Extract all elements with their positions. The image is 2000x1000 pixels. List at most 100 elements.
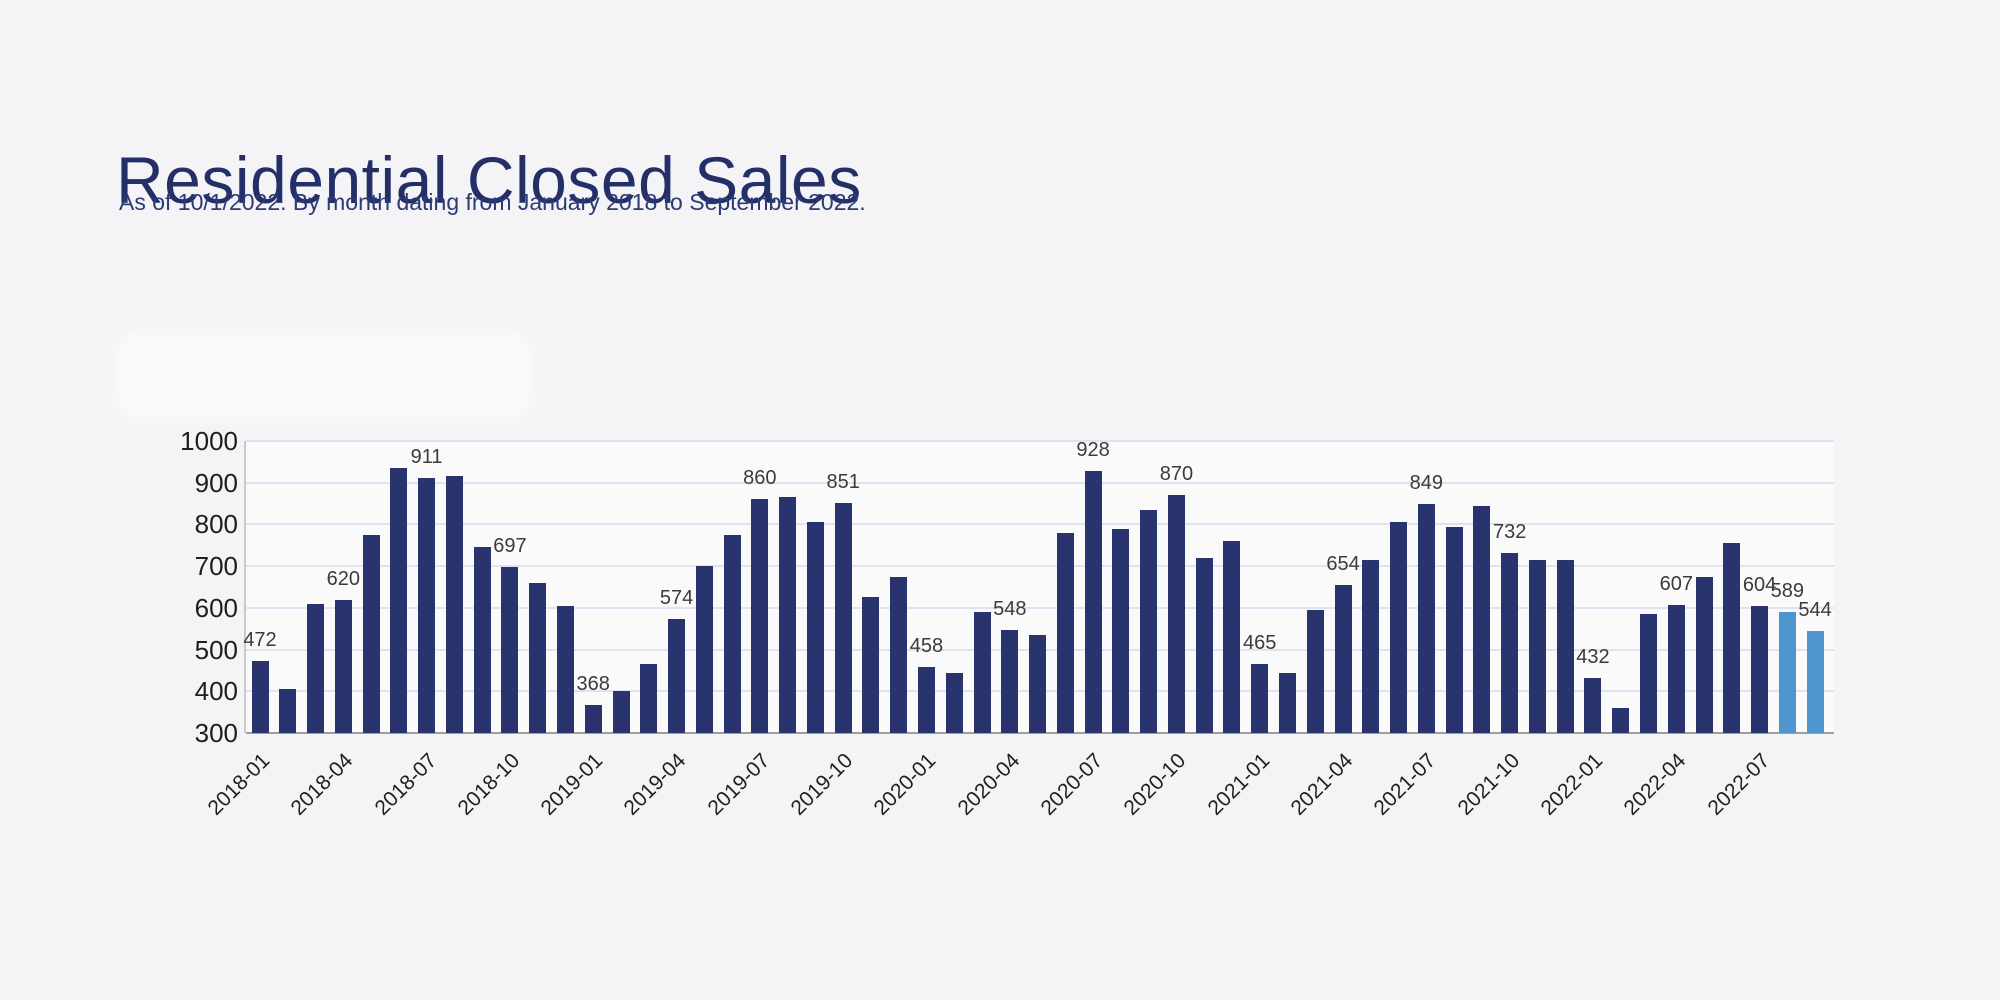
bar-2019-07[interactable]: [751, 499, 769, 733]
bar-2018-03[interactable]: [307, 603, 325, 733]
x-tick-2018-10: 2018-10: [453, 749, 525, 820]
bar-value-label-2020-01: 458: [909, 635, 944, 658]
bar-2020-05[interactable]: [1029, 634, 1047, 733]
x-tick-2019-10: 2019-10: [786, 749, 858, 820]
bar-2019-01[interactable]: [584, 704, 602, 733]
bar-2021-07[interactable]: [1417, 504, 1435, 733]
bar-2020-09[interactable]: [1140, 509, 1158, 733]
bar-2018-02[interactable]: [279, 689, 297, 733]
x-tick-2022-01: 2022-01: [1536, 749, 1608, 820]
bar-2018-09[interactable]: [473, 547, 491, 733]
x-tick-2019-01: 2019-01: [536, 749, 608, 820]
bar-2020-11[interactable]: [1195, 557, 1213, 733]
bar-value-label-2018-01: 472: [243, 629, 277, 652]
gridline-800: [246, 523, 1834, 526]
bar-2021-02[interactable]: [1278, 672, 1296, 733]
x-tick-2019-07: 2019-07: [703, 749, 775, 820]
bar-2018-06[interactable]: [390, 468, 408, 733]
bar-2021-09[interactable]: [1473, 505, 1491, 733]
x-tick-2020-04: 2020-04: [953, 749, 1025, 820]
bar-2021-08[interactable]: [1445, 526, 1463, 733]
bar-2019-06[interactable]: [723, 534, 741, 733]
bar-2020-12[interactable]: [1223, 541, 1241, 733]
bar-value-label-2022-07: 604: [1742, 574, 1777, 597]
x-tick-2020-10: 2020-10: [1119, 749, 1191, 820]
bar-value-label-2019-01: 368: [576, 672, 610, 695]
bar-value-label-2021-04: 654: [1326, 553, 1360, 576]
bar-2021-05[interactable]: [1362, 559, 1380, 733]
y-tick-900: 900: [194, 467, 238, 498]
bar-2018-10[interactable]: [501, 567, 519, 733]
bar-2021-10[interactable]: [1501, 552, 1519, 733]
bar-2019-02[interactable]: [612, 691, 630, 733]
bar-2022-02[interactable]: [1612, 707, 1630, 733]
bar-2019-03[interactable]: [640, 664, 658, 733]
bar-2020-04[interactable]: [1001, 629, 1019, 733]
bar-value-label-2021-01: 465: [1243, 632, 1277, 655]
x-tick-2021-07: 2021-07: [1369, 749, 1441, 820]
bar-2021-04[interactable]: [1334, 585, 1352, 733]
y-tick-800: 800: [194, 509, 238, 540]
y-axis: 300 400 500 600 700 800 900 1000: [158, 426, 238, 748]
bar-value-label-2021-10: 732: [1492, 520, 1527, 543]
x-tick-2022-07: 2022-07: [1703, 749, 1774, 820]
bar-2021-06[interactable]: [1390, 522, 1408, 733]
bar-2021-11[interactable]: [1528, 559, 1546, 733]
bar-2019-05[interactable]: [695, 566, 713, 733]
bar-2018-05[interactable]: [362, 534, 380, 733]
bar-2022-09[interactable]: [1806, 631, 1824, 733]
bar-value-label-2019-07: 860: [743, 467, 777, 490]
bar-2019-08[interactable]: [779, 497, 797, 733]
x-tick-2018-07: 2018-07: [370, 749, 441, 820]
bar-2022-01[interactable]: [1584, 677, 1602, 733]
background-highlight-artifact: [118, 332, 530, 418]
bar-2021-01[interactable]: [1251, 664, 1269, 733]
gridline-700: [246, 565, 1834, 568]
y-tick-700: 700: [194, 551, 238, 582]
bar-value-label-2018-04: 620: [326, 567, 360, 590]
bar-2018-11[interactable]: [529, 582, 547, 733]
bar-value-label-2022-01: 432: [1576, 645, 1610, 668]
bar-value-label-2018-10: 697: [493, 535, 527, 558]
bar-2022-04[interactable]: [1667, 604, 1685, 733]
bar-2020-07[interactable]: [1084, 471, 1102, 733]
bar-2020-03[interactable]: [973, 612, 991, 733]
bar-2019-12[interactable]: [890, 576, 908, 733]
bar-2018-04[interactable]: [334, 599, 352, 733]
bar-value-label-2018-07: 911: [410, 446, 443, 469]
y-tick-1000: 1000: [180, 426, 238, 456]
bar-2021-03[interactable]: [1306, 609, 1324, 733]
bar-value-label-2019-04: 574: [659, 586, 694, 609]
x-tick-2020-01: 2020-01: [869, 749, 941, 820]
bar-2022-03[interactable]: [1640, 614, 1657, 733]
bar-value-label-2022-09: 544: [1798, 599, 1832, 622]
bar-2020-10[interactable]: [1167, 495, 1185, 733]
x-tick-2021-01: 2021-01: [1203, 749, 1274, 820]
bar-2022-06[interactable]: [1723, 543, 1741, 733]
bar-2018-12[interactable]: [556, 605, 574, 733]
bar-2018-01[interactable]: [251, 661, 269, 733]
y-tick-300: 300: [194, 718, 238, 748]
bar-2020-02[interactable]: [945, 672, 963, 733]
gridline-600: [246, 606, 1834, 609]
bar-value-label-2020-10: 870: [1159, 463, 1194, 486]
bar-2018-07[interactable]: [418, 478, 436, 733]
bar-2021-12[interactable]: [1556, 559, 1574, 733]
bar-2022-07[interactable]: [1751, 606, 1769, 733]
bar-2020-08[interactable]: [1112, 528, 1130, 733]
bar-2022-05[interactable]: [1695, 576, 1713, 733]
bar-2020-01[interactable]: [917, 667, 935, 733]
bar-2019-09[interactable]: [806, 522, 824, 733]
chart-title: Residential Closed Sales: [116, 143, 862, 218]
bar-2020-06[interactable]: [1056, 532, 1074, 733]
x-tick-2018-04: 2018-04: [286, 749, 358, 820]
bar-2019-04[interactable]: [668, 618, 686, 733]
bar-2018-08[interactable]: [445, 476, 463, 733]
y-tick-600: 600: [194, 592, 238, 623]
bar-2022-08[interactable]: [1778, 612, 1796, 733]
bar-2019-11[interactable]: [862, 597, 880, 733]
bar-2019-10[interactable]: [834, 503, 852, 733]
y-tick-400: 400: [194, 676, 238, 707]
y-axis-line: [244, 441, 246, 733]
